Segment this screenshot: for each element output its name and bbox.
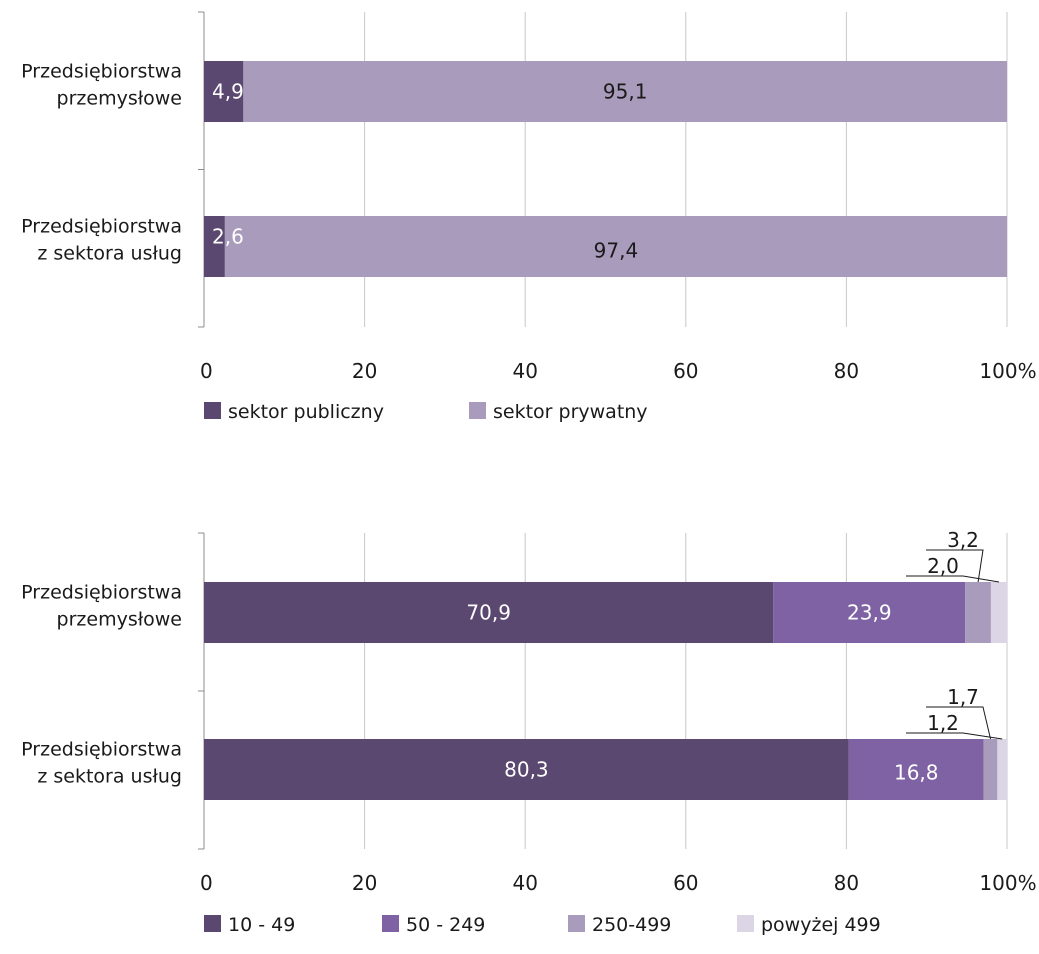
x-tick-label: 20 (352, 359, 377, 383)
callout-label: 3,2 (947, 528, 979, 552)
x-tick-label: 0 (200, 359, 213, 383)
legend-swatch (568, 915, 585, 932)
bar-segment-2-1-3 (965, 582, 991, 643)
data-label: 2,6 (212, 225, 244, 249)
legend-label: 10 - 49 (228, 914, 295, 936)
bar-segment-2-2-4 (997, 739, 1007, 800)
x-tick-label: 60 (673, 359, 698, 383)
category-label: Przedsiębiorstwa z sektora usług (21, 216, 182, 265)
legend-label: sektor prywatny (493, 401, 648, 423)
data-label: 4,9 (212, 80, 244, 104)
legend-label: sektor publiczny (228, 401, 384, 423)
legend-label: 250-499 (592, 914, 671, 936)
legend-swatch (204, 915, 221, 932)
data-label: 80,3 (504, 758, 549, 782)
x-tick-label: 40 (512, 359, 537, 383)
category-label: Przedsiębiorstwa przemysłowe (21, 582, 182, 631)
callout-label: 1,7 (947, 685, 979, 709)
x-tick-label: 80 (834, 359, 859, 383)
bar-segment-2-2-3 (984, 739, 998, 800)
x-tick-label: 20 (352, 871, 377, 895)
legend-label: powyżej 499 (761, 914, 881, 936)
x-tick-label: 60 (673, 871, 698, 895)
x-tick-label: 0 (200, 871, 213, 895)
category-label: Przedsiębiorstwa przemysłowe (21, 61, 182, 110)
category-label: Przedsiębiorstwa z sektora usług (21, 739, 182, 788)
data-label: 95,1 (603, 80, 648, 104)
data-label: 97,4 (594, 239, 639, 263)
x-tick-label: 100% (979, 871, 1036, 895)
chart-2: 0 20 40 60 80 100% Przedsiębiorstwa przemysłowe… (21, 528, 1036, 936)
bar-segment-2-1-4 (991, 582, 1007, 643)
x-tick-label: 80 (834, 871, 859, 895)
data-label: 23,9 (847, 601, 892, 625)
legend-swatch (737, 915, 754, 932)
data-label: 16,8 (894, 761, 939, 785)
chart-1: 0 20 40 60 80 100% Przedsiębiorstwa przemysłowe… (21, 12, 1036, 423)
legend-label: 50 - 249 (406, 914, 485, 936)
x-tick-label: 100% (979, 359, 1036, 383)
x-tick-label: 40 (512, 871, 537, 895)
callout-label: 1,2 (927, 711, 959, 735)
data-label: 70,9 (466, 601, 511, 625)
legend-swatch (469, 402, 486, 419)
legend-swatch (382, 915, 399, 932)
callout-label: 2,0 (927, 554, 959, 578)
legend-swatch (204, 402, 221, 419)
